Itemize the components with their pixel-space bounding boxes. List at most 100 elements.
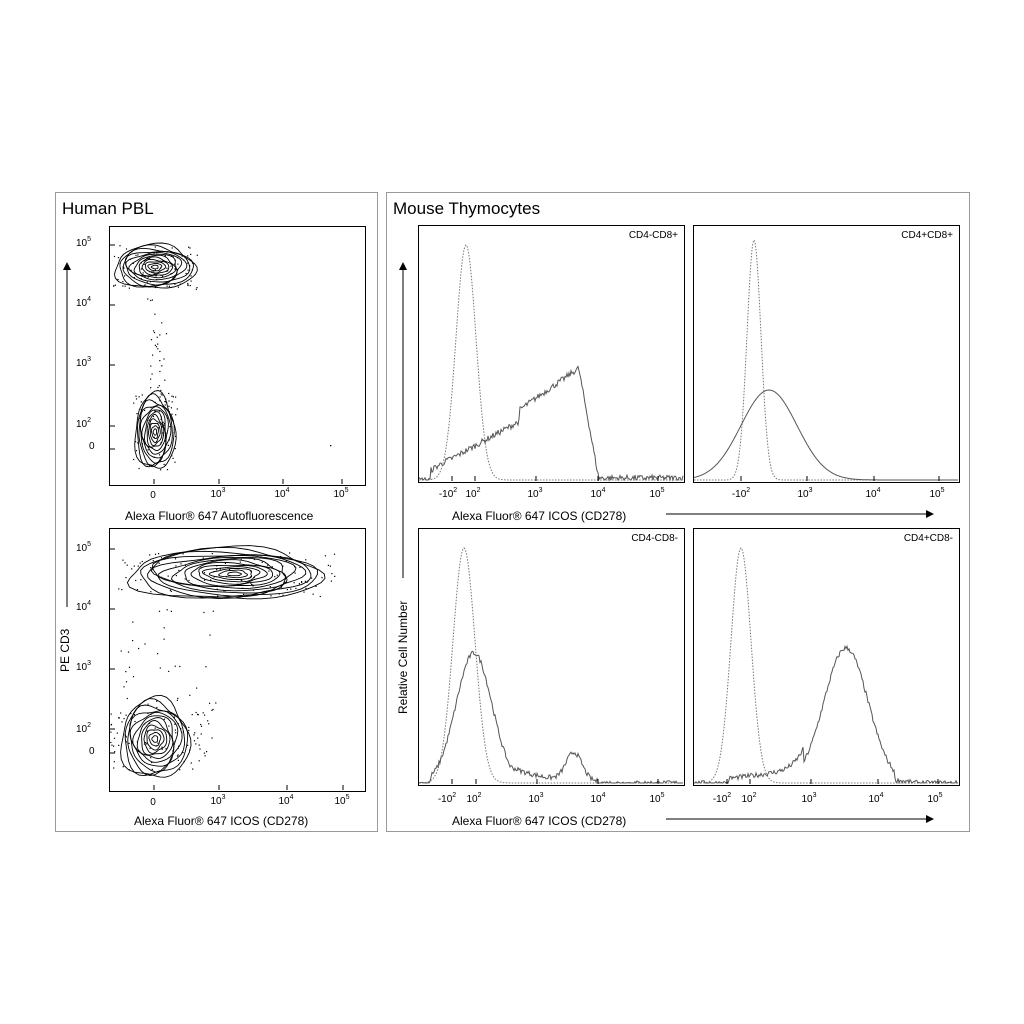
intermediate-event-dot — [157, 386, 159, 389]
cd3neg-event-dot — [130, 712, 132, 715]
cd3neg-event-dot — [197, 714, 199, 716]
intermediate-event-dot — [164, 379, 166, 381]
cd3pos-event-dot — [182, 553, 184, 555]
cd3pos-event-dot — [239, 561, 241, 563]
cd3pos-event-dot — [149, 554, 151, 556]
cd3neg-event-dot — [176, 408, 178, 410]
cd3neg-event-dot — [171, 395, 173, 397]
cd3pos-event-dot — [156, 252, 158, 254]
cd3pos-event-dot — [334, 575, 336, 577]
cd3neg-contour-level — [141, 720, 171, 756]
y-tick-label: 104 — [76, 600, 92, 613]
x-tick-label: -102 — [712, 792, 732, 805]
cd3pos-event-dot — [160, 557, 163, 559]
x-axis-label: Alexa Fluor® 647 Autofluorescence — [125, 509, 314, 523]
cd3pos-event-dot — [219, 568, 221, 570]
cd3pos-event-dot — [321, 577, 323, 579]
y-tick-label: 0 — [89, 441, 95, 452]
cd3pos-event-dot — [137, 565, 139, 567]
cd3pos-event-dot — [150, 591, 152, 593]
x-tick-label: -102 — [438, 487, 458, 500]
cd3pos-event-dot — [171, 247, 173, 249]
cd3pos-event-dot — [289, 552, 291, 554]
x-tick-label: 104 — [868, 792, 884, 805]
cd3pos-event-dot — [124, 285, 126, 287]
intermediate-event-dot — [156, 700, 158, 702]
cd3neg-event-dot — [135, 398, 138, 400]
cd3neg-event-dot — [113, 737, 116, 739]
cd3pos-event-dot — [164, 255, 166, 257]
cd3neg-event-dot — [169, 426, 171, 428]
cd3neg-event-dot — [163, 718, 166, 720]
x-tick-label: 104 — [590, 792, 606, 805]
cd3pos-event-dot — [122, 285, 124, 287]
cd4pos-cd8neg-icos-curve — [694, 644, 959, 785]
cd3pos-event-dot — [293, 582, 295, 584]
cd3neg-event-dot — [165, 748, 167, 750]
intermediate-event-dot — [147, 703, 149, 705]
cd3pos-contour-level — [150, 555, 297, 594]
cd3pos-event-dot — [294, 572, 296, 574]
intermediate-event-dot — [159, 370, 161, 373]
intermediate-event-dot — [174, 723, 176, 725]
cd3pos-event-dot — [174, 558, 177, 560]
cd3pos-event-dot — [252, 585, 254, 587]
cd3pos-event-dot — [290, 588, 292, 590]
cd3neg-event-dot — [128, 742, 130, 744]
y-tick-label: 105 — [76, 236, 92, 249]
intermediate-event-dot — [125, 671, 127, 673]
intermediate-event-dot — [154, 286, 157, 289]
intermediate-event-dot — [196, 687, 198, 689]
cd3pos-event-dot — [151, 271, 153, 273]
cd3neg-event-dot — [174, 461, 176, 463]
cd3pos-contour-level — [201, 566, 261, 583]
cd3pos-event-dot — [315, 585, 317, 587]
cd3neg-event-dot — [133, 458, 135, 461]
cd3pos-contour-level — [150, 264, 159, 270]
histogram-cd4neg-cd8pos: CD4-CD8+ — [418, 225, 685, 483]
cd3neg-event-dot — [168, 439, 170, 441]
cd3pos-event-dot — [286, 589, 288, 591]
cd3pos-event-dot — [271, 566, 273, 568]
cd3neg-event-dot — [175, 414, 177, 416]
intermediate-event-dot — [132, 640, 134, 642]
cd3neg-event-dot — [149, 747, 151, 749]
intermediate-event-dot — [132, 676, 135, 678]
intermediate-event-dot — [165, 261, 167, 263]
x-tick-label: 102 — [465, 487, 481, 500]
cd3pos-event-dot — [124, 562, 126, 564]
x-tick-label: 103 — [210, 487, 226, 500]
cd3pos-event-dot — [132, 262, 134, 264]
cd3neg-event-dot — [199, 748, 201, 750]
cd3neg-event-dot — [121, 721, 123, 723]
cd3neg-event-dot — [160, 393, 162, 395]
intermediate-event-dot — [125, 714, 127, 716]
cd3pos-event-dot — [154, 269, 156, 271]
cd3pos-event-dot — [121, 589, 123, 591]
cd3pos-event-dot — [329, 565, 331, 567]
cd3pos-event-dot — [251, 583, 253, 585]
cd3pos-event-dot — [137, 254, 139, 256]
cd3pos-event-dot — [224, 562, 227, 564]
cd3pos-event-dot — [172, 256, 174, 258]
cd3pos-event-dot — [196, 287, 198, 289]
cd3pos-event-dot — [267, 564, 269, 566]
cd3neg-event-dot — [190, 762, 192, 764]
cd3neg-event-dot — [193, 734, 195, 736]
cd3neg-event-dot — [144, 409, 146, 411]
cd3neg-event-dot — [120, 712, 122, 714]
x-axis-label: Alexa Fluor® 647 ICOS (CD278) — [452, 814, 627, 828]
cd3neg-event-dot — [168, 725, 170, 727]
cd3neg-event-dot — [175, 435, 177, 437]
cd3pos-event-dot — [175, 565, 177, 567]
cd3pos-event-dot — [140, 579, 142, 581]
cd3pos-event-dot — [243, 593, 245, 595]
x-tick-label: 104 — [274, 487, 290, 500]
intermediate-event-dot — [211, 709, 213, 711]
cd3neg-contour-level — [148, 418, 163, 447]
cd3pos-event-dot — [133, 565, 135, 567]
cd3pos-event-dot — [282, 565, 284, 567]
intermediate-event-dot — [161, 261, 163, 263]
cd3pos-event-dot — [167, 270, 169, 272]
cd3pos-event-dot — [187, 269, 189, 271]
